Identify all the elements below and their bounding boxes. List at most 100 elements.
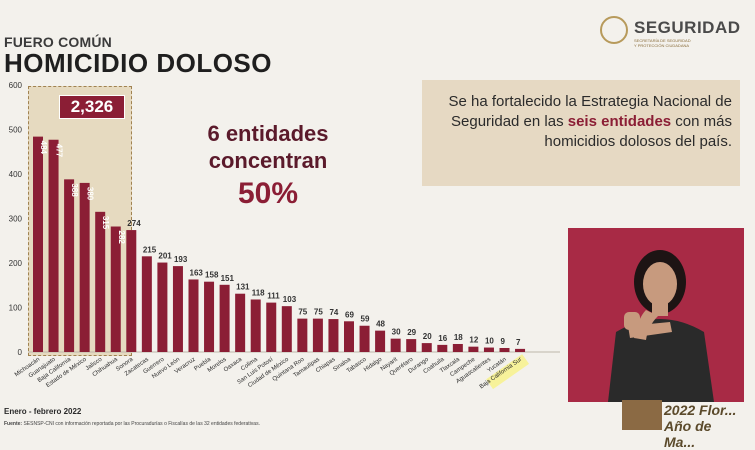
bars-group xyxy=(33,136,526,352)
note-part-2: con más homicidios dolosos del país. xyxy=(544,113,732,150)
chart-subtitle: FUERO COMÚN xyxy=(4,34,112,50)
bar xyxy=(64,179,75,352)
bar-value-label: 20 xyxy=(423,332,432,341)
bar-value-label: 151 xyxy=(221,274,235,283)
bar xyxy=(157,262,168,352)
bar xyxy=(421,343,432,352)
bar xyxy=(297,318,308,352)
y-tick-label: 0 xyxy=(18,348,23,357)
source-label: Fuente: xyxy=(4,421,23,427)
bar xyxy=(344,321,354,352)
bar xyxy=(468,346,479,352)
last-category-highlight xyxy=(486,354,530,390)
bar-value-label: 131 xyxy=(236,283,250,292)
bar xyxy=(359,325,370,352)
bar xyxy=(312,318,323,352)
y-tick-label: 300 xyxy=(9,215,23,224)
bar xyxy=(328,319,339,352)
bar xyxy=(172,266,183,352)
strategy-note-text: Se ha fortalecido la Estrategia Nacional… xyxy=(436,92,732,152)
bar-value-label: 215 xyxy=(143,245,157,254)
bar-value-label: 163 xyxy=(190,268,204,277)
bar-value-label: 30 xyxy=(392,328,401,337)
stamp-emblem-icon xyxy=(622,400,662,430)
bar xyxy=(515,348,526,352)
logo-subtext-1: SECRETARÍA DE SEGURIDAD xyxy=(634,38,691,43)
period-label: Enero - febrero 2022 xyxy=(4,407,82,416)
seal-icon xyxy=(600,16,628,44)
bar xyxy=(95,211,106,352)
bar-value-label: 18 xyxy=(454,333,463,342)
category-label: Hidalgo xyxy=(363,356,384,373)
top-six-total-badge: 2,326 xyxy=(59,95,125,119)
y-tick-label: 100 xyxy=(9,304,23,313)
bar-value-label: 274 xyxy=(127,219,141,228)
note-highlight: seis entidades xyxy=(567,113,672,130)
bar xyxy=(204,281,215,352)
source-note: Fuente: SESNSP-CNI con información repor… xyxy=(4,421,260,427)
bar xyxy=(250,299,261,352)
note-part-1: Se ha fortalecido la Estrategia Nacional… xyxy=(448,93,732,130)
bar-value-label: 111 xyxy=(267,292,280,301)
year-stamp: 2022 Flor... Año de Ma... xyxy=(622,400,744,450)
logo-name: SEGURIDAD xyxy=(634,18,741,37)
headline-line-2: concentran xyxy=(208,148,328,173)
bar xyxy=(390,338,401,352)
bar-value-label: 74 xyxy=(329,308,338,317)
bar xyxy=(188,279,199,352)
interpreter-figure xyxy=(608,250,714,402)
bar-value-label: 75 xyxy=(314,308,323,317)
bar-value-label: 12 xyxy=(469,336,478,345)
bar-value-label: 59 xyxy=(361,315,370,324)
bar-value-label: 10 xyxy=(485,337,494,346)
y-tick-label: 200 xyxy=(9,259,23,268)
bar-value-label: 69 xyxy=(345,310,354,319)
y-tick-label: 400 xyxy=(9,170,23,179)
y-tick-label: 500 xyxy=(9,126,23,135)
bar xyxy=(406,339,417,352)
bar-value-label: 16 xyxy=(438,334,447,343)
bar-value-label: 201 xyxy=(158,252,172,261)
bar xyxy=(48,139,59,352)
bar xyxy=(33,136,43,352)
bar-value-label: 103 xyxy=(283,295,297,304)
bar-value-label: 29 xyxy=(407,328,416,337)
bar-value-label: 7 xyxy=(516,338,521,347)
bar xyxy=(281,306,292,352)
bar-value-label: 75 xyxy=(298,308,307,317)
bar-value-label: 158 xyxy=(205,271,219,280)
bar-value-label: 315 xyxy=(101,216,110,230)
seguridad-logo: SEGURIDAD SECRETARÍA DE SEGURIDAD Y PROT… xyxy=(600,16,750,48)
headline-percent: 50% xyxy=(237,177,299,210)
bar xyxy=(483,347,494,352)
category-label: Oaxaca xyxy=(223,356,244,373)
bar xyxy=(375,330,386,352)
stamp-text: 2022 Flor... Año de Ma... xyxy=(664,402,737,450)
bar xyxy=(219,284,230,352)
bar-value-label: 477 xyxy=(55,144,64,158)
bar-value-label: 282 xyxy=(117,231,126,245)
bar-value-label: 118 xyxy=(252,288,265,297)
bar xyxy=(79,182,90,352)
bar-value-label: 48 xyxy=(376,320,385,329)
bar xyxy=(141,256,152,352)
bar xyxy=(437,344,448,352)
bar xyxy=(235,293,246,352)
bar xyxy=(126,230,137,352)
source-text: SESNSP-CNI con información reportada por… xyxy=(23,421,260,427)
headline: 6 entidades concentran 50% xyxy=(188,120,348,212)
logo-subtext-2: Y PROTECCIÓN CIUDADANA xyxy=(634,43,690,48)
bar-value-label: 380 xyxy=(86,187,95,201)
bar xyxy=(266,302,277,352)
y-tick-label: 600 xyxy=(9,81,23,90)
sign-language-interpreter-video xyxy=(568,228,744,402)
chart-title: HOMICIDIO DOLOSO xyxy=(4,48,272,78)
bar xyxy=(452,343,463,352)
bar xyxy=(110,226,121,352)
bar-value-label: 9 xyxy=(501,337,506,346)
strategy-note-box: Se ha fortalecido la Estrategia Nacional… xyxy=(422,80,740,186)
headline-line-1: 6 entidades xyxy=(207,121,329,146)
bar-chart: 0 100 200 300 400 500 600 484 477 388 380 315 28227… xyxy=(9,81,560,390)
